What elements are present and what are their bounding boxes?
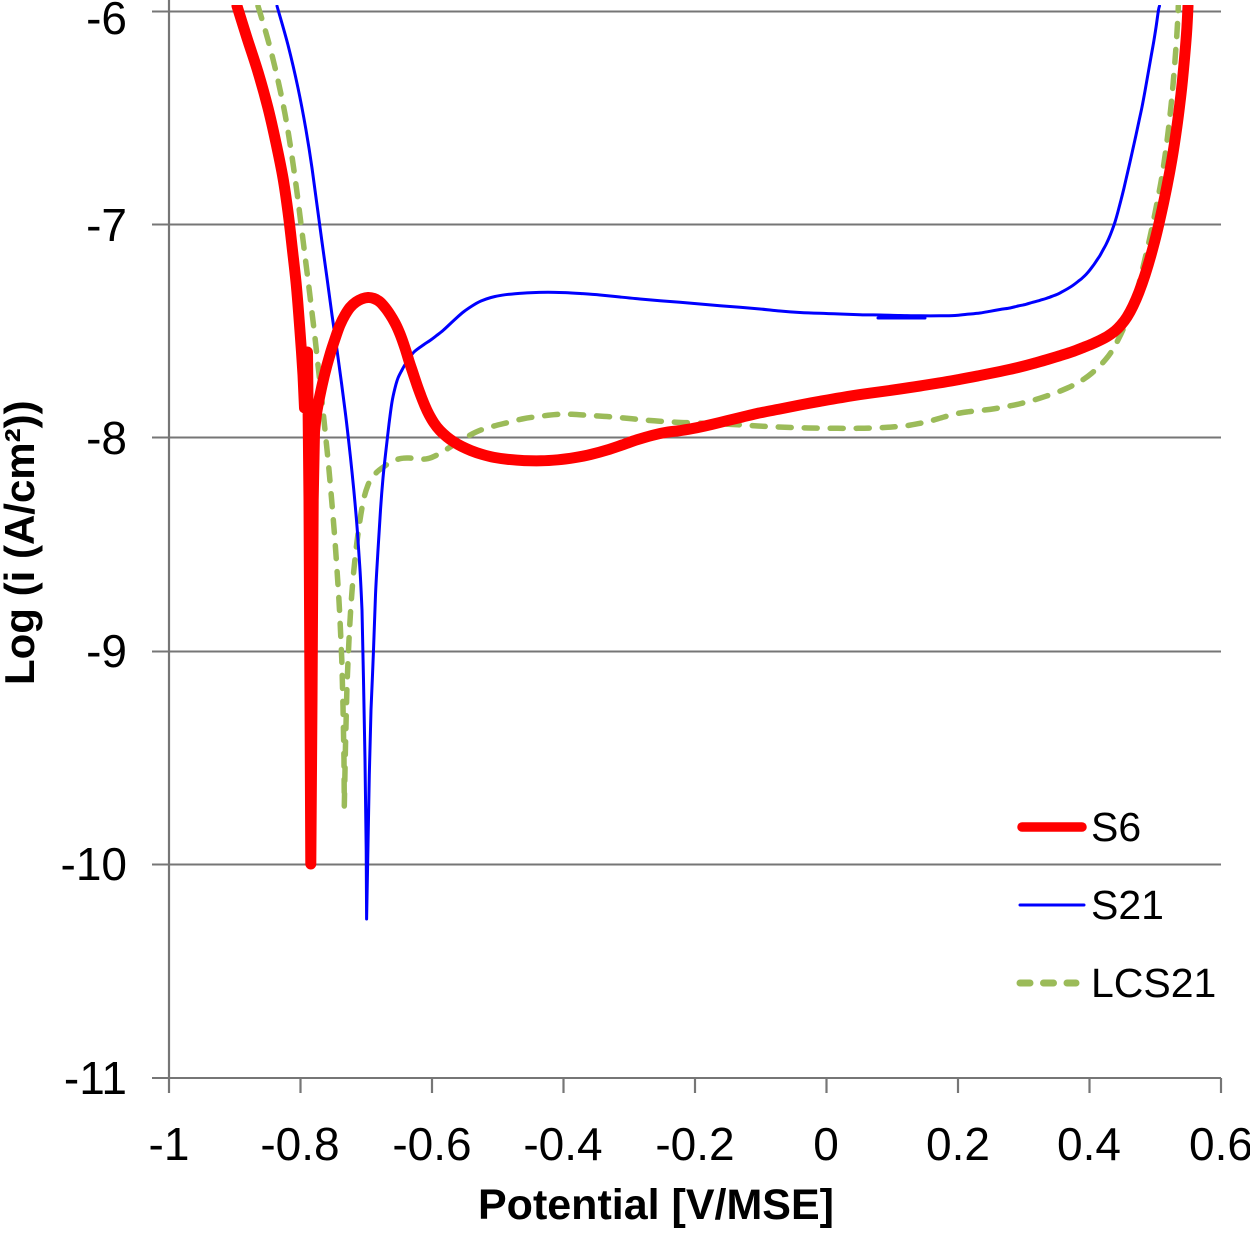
svg-text:-0.8: -0.8 xyxy=(260,1118,339,1170)
svg-text:0.6: 0.6 xyxy=(1189,1118,1250,1170)
svg-text:-9: -9 xyxy=(86,625,127,677)
svg-text:S21: S21 xyxy=(1091,882,1164,928)
svg-text:-1: -1 xyxy=(149,1118,190,1170)
svg-text:-0.2: -0.2 xyxy=(655,1118,734,1170)
svg-text:-0.6: -0.6 xyxy=(392,1118,471,1170)
svg-text:-0.4: -0.4 xyxy=(523,1118,602,1170)
svg-text:LCS21: LCS21 xyxy=(1091,960,1216,1006)
svg-text:-7: -7 xyxy=(86,199,127,251)
svg-text:S6: S6 xyxy=(1091,804,1141,850)
svg-text:0: 0 xyxy=(813,1118,839,1170)
svg-text:-6: -6 xyxy=(86,0,127,44)
svg-text:-8: -8 xyxy=(86,412,127,464)
svg-text:Potential [V/MSE]: Potential [V/MSE] xyxy=(478,1181,834,1229)
svg-text:Log (i (A/cm²)): Log (i (A/cm²)) xyxy=(0,400,43,685)
svg-text:0.2: 0.2 xyxy=(926,1118,990,1170)
svg-text:0.4: 0.4 xyxy=(1057,1118,1121,1170)
svg-text:-10: -10 xyxy=(61,838,127,890)
svg-text:-11: -11 xyxy=(64,1052,127,1104)
